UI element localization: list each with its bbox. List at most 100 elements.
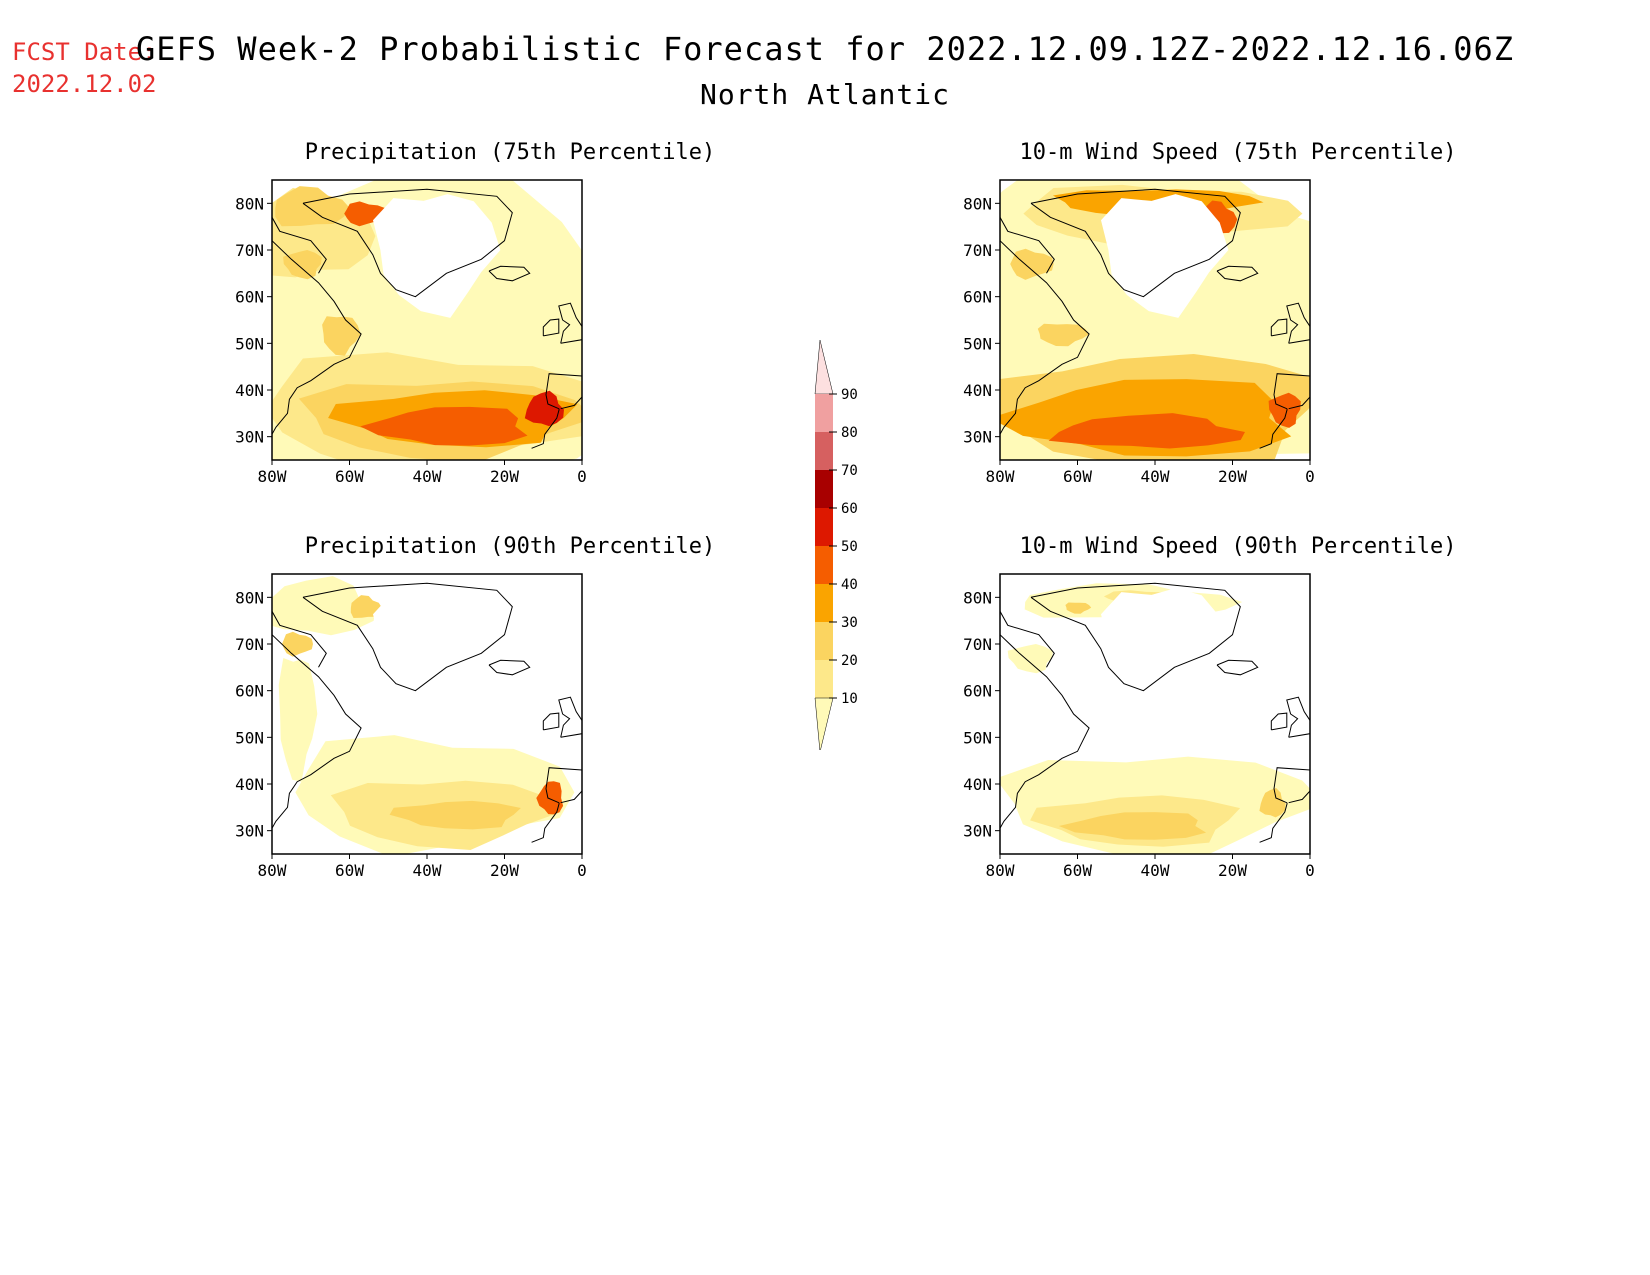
- coastline: [272, 611, 327, 668]
- color-legend: 10 20 30 40 50 60 70 80 90: [800, 330, 880, 753]
- coastline: [488, 659, 531, 676]
- contour-region: [389, 800, 521, 830]
- contour-region: [350, 595, 382, 618]
- field-layer: [272, 180, 582, 460]
- legend-tick-label: 30: [841, 615, 858, 631]
- contour-region: [1037, 323, 1090, 347]
- panel-precip-90: Precipitation (90th Percentile) 80N 70N 60…: [210, 534, 810, 894]
- coastline: [1286, 696, 1310, 738]
- lon-tick-label: 20W: [1218, 467, 1247, 486]
- lon-tick-label: 80W: [986, 861, 1015, 880]
- lat-tick-label: 70N: [963, 241, 992, 260]
- legend-swatch: [815, 660, 833, 698]
- contour-region: [1048, 413, 1245, 449]
- coastlines: [1000, 188, 1310, 449]
- lon-tick-label: 40W: [1141, 467, 1170, 486]
- page-subtitle: North Atlantic: [699, 78, 950, 111]
- contour-region: [282, 631, 313, 657]
- contour-region: [272, 576, 377, 636]
- coastlines: [272, 188, 582, 449]
- lon-tick-label: 60W: [335, 467, 364, 486]
- lon-tick-label: 40W: [1141, 861, 1170, 880]
- lat-tick-label: 40N: [963, 775, 992, 794]
- lat-tick-label: 80N: [235, 588, 264, 607]
- coastline: [272, 217, 327, 274]
- panel-title: Precipitation (75th Percentile): [304, 140, 716, 165]
- legend-tick-label: 20: [841, 653, 858, 669]
- coastline: [560, 396, 582, 410]
- coastline: [1030, 582, 1241, 692]
- coastline: [560, 790, 582, 804]
- legend-swatch: [815, 546, 833, 584]
- coastline: [1000, 611, 1055, 668]
- lon-tick-label: 60W: [1063, 467, 1092, 486]
- coastlines: [1000, 582, 1310, 843]
- contour-region: [1058, 812, 1207, 840]
- lon-tick-label: 80W: [258, 467, 287, 486]
- panel-wind-90: 10-m Wind Speed (90th Percentile) 80N 70N…: [938, 534, 1538, 894]
- lat-tick-label: 30N: [963, 822, 992, 841]
- contour-region: [283, 250, 322, 280]
- lat-tick-label: 50N: [963, 728, 992, 747]
- legend-swatch: [814, 697, 834, 753]
- lat-tick-label: 60N: [963, 682, 992, 701]
- contour-region: [322, 316, 361, 356]
- lat-tick-label: 60N: [235, 288, 264, 307]
- lon-tick-label: 60W: [335, 861, 364, 880]
- lat-tick-label: 30N: [235, 822, 264, 841]
- lon-tick-label: 40W: [413, 861, 442, 880]
- lat-tick-label: 80N: [963, 588, 992, 607]
- coastline: [488, 265, 531, 282]
- lat-tick-label: 30N: [963, 428, 992, 447]
- lat-tick-label: 70N: [963, 635, 992, 654]
- legend-tick-label: 80: [841, 425, 858, 441]
- lon-tick-label: 20W: [490, 861, 519, 880]
- lon-tick-label: 0: [577, 467, 587, 486]
- lat-tick-label: 60N: [235, 682, 264, 701]
- coastline: [1270, 318, 1288, 337]
- map-plot: 80N 70N 60N 50N 40N 30N 80W 60W 40W 20W 0: [235, 179, 587, 486]
- coastline: [302, 582, 513, 692]
- legend-swatch: [815, 470, 833, 508]
- lat-tick-label: 80N: [235, 194, 264, 213]
- forecast-date-label: FCST Date:: [12, 38, 157, 66]
- page-title: GEFS Week-2 Probabilistic Forecast for 2…: [135, 30, 1515, 68]
- coastline: [302, 188, 513, 298]
- contour-region: [360, 406, 528, 446]
- coastline: [1259, 767, 1310, 843]
- lat-tick-label: 70N: [235, 635, 264, 654]
- lat-tick-label: 80N: [963, 194, 992, 213]
- lat-tick-label: 50N: [235, 728, 264, 747]
- contour-region: [524, 390, 564, 427]
- low-probability-region: [373, 588, 501, 712]
- low-probability-region: [373, 194, 501, 318]
- lon-tick-label: 80W: [986, 467, 1015, 486]
- contour-region: [275, 186, 350, 227]
- legend-tick-label: 70: [841, 463, 858, 479]
- legend-tick-label: 60: [841, 501, 858, 517]
- panel-title: Precipitation (90th Percentile): [304, 534, 716, 559]
- legend-swatch: [815, 394, 833, 432]
- coastline: [1286, 302, 1310, 344]
- lat-tick-label: 30N: [235, 428, 264, 447]
- lat-tick-label: 70N: [235, 241, 264, 260]
- coastline: [272, 634, 362, 829]
- coastline: [542, 318, 560, 337]
- legend-tick-label: 10: [841, 691, 858, 707]
- lat-tick-label: 50N: [963, 334, 992, 353]
- panel-title: 10-m Wind Speed (90th Percentile): [1019, 534, 1457, 559]
- forecast-date-value: 2022.12.02: [12, 70, 157, 98]
- coastline: [531, 767, 582, 843]
- contour-region: [536, 781, 564, 815]
- legend-swatch: [815, 584, 833, 622]
- contour-region: [1007, 644, 1053, 674]
- legend-swatch: [815, 432, 833, 470]
- lon-tick-label: 20W: [1218, 861, 1247, 880]
- lon-tick-label: 0: [577, 861, 587, 880]
- legend-swatch: [814, 339, 834, 395]
- coastline: [1000, 240, 1090, 435]
- coastline: [1288, 790, 1310, 804]
- coastline: [1216, 659, 1259, 676]
- legend-swatch: [815, 622, 833, 660]
- legend-tick-label: 40: [841, 577, 858, 593]
